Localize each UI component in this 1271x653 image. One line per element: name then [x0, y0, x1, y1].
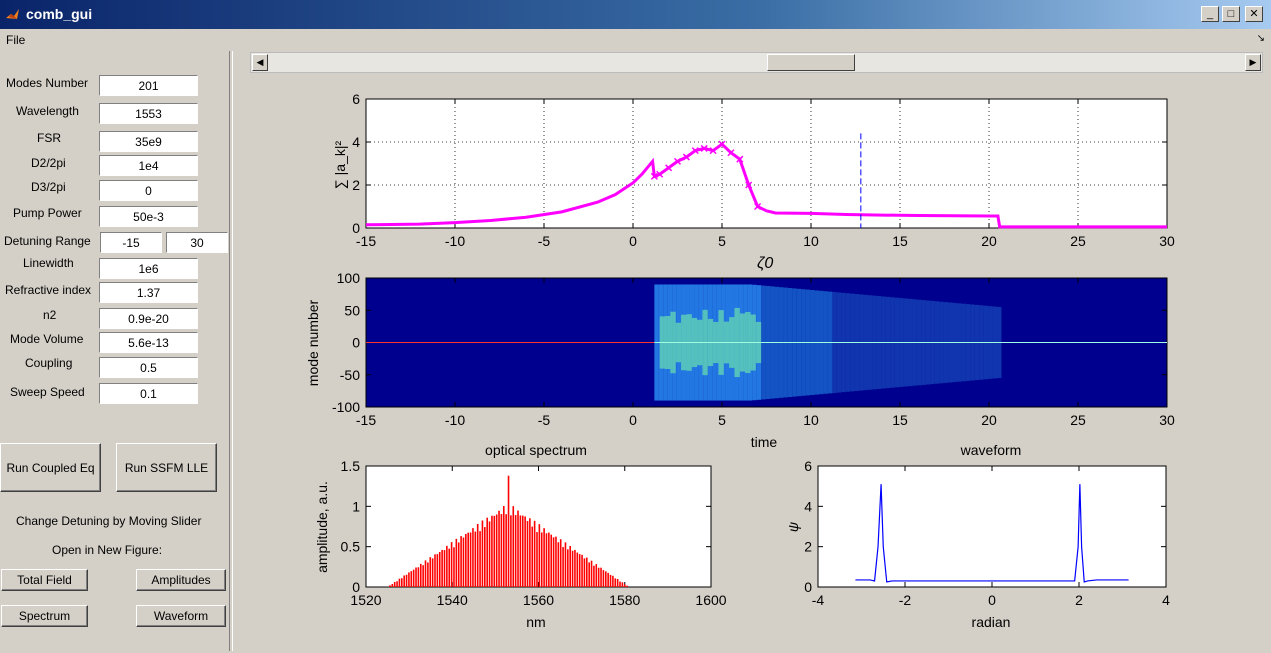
plot-frame — [366, 99, 1167, 228]
x-axis-label: nm — [526, 614, 545, 630]
x-tick-label: 10 — [803, 412, 819, 428]
y-tick-label: -100 — [332, 399, 360, 415]
x-tick-label: 20 — [981, 233, 997, 249]
x-tick-label: 4 — [1162, 592, 1170, 608]
x-tick-label: 0 — [629, 412, 637, 428]
x-tick-label: 0 — [988, 592, 996, 608]
x-tick-label: 25 — [1070, 233, 1086, 249]
x-tick-label: 5 — [718, 233, 726, 249]
x-tick-label: -10 — [445, 233, 465, 249]
y-tick-label: 6 — [352, 91, 360, 107]
y-tick-label: 0 — [352, 335, 360, 351]
x-tick-label: 20 — [981, 412, 997, 428]
x-tick-label: 30 — [1159, 233, 1175, 249]
y-tick-label: 1 — [352, 498, 360, 514]
y-tick-label: -50 — [340, 367, 360, 383]
x-tick-label: 15 — [892, 412, 908, 428]
x-tick-label: 0 — [629, 233, 637, 249]
y-tick-label: 0.5 — [341, 539, 361, 555]
y-tick-label: 2 — [352, 177, 360, 193]
chart-2 — [366, 466, 711, 587]
x-tick-label: 25 — [1070, 412, 1086, 428]
y-axis-label: ∑ |a_k|² — [332, 140, 348, 189]
y-tick-label: 0 — [352, 579, 360, 595]
chart-1 — [366, 278, 1167, 407]
x-tick-label: -2 — [899, 592, 912, 608]
y-tick-label: 50 — [344, 302, 360, 318]
x-tick-label: 1580 — [609, 592, 640, 608]
chart-3 — [818, 466, 1166, 587]
y-tick-label: 100 — [337, 270, 361, 286]
y-tick-label: 4 — [804, 498, 812, 514]
y-tick-label: 1.5 — [341, 458, 361, 474]
x-tick-label: 1560 — [523, 592, 554, 608]
y-axis-label: amplitude, a.u. — [314, 481, 330, 573]
x-axis-label: ζ0 — [757, 255, 773, 272]
x-tick-label: -5 — [538, 233, 551, 249]
y-tick-label: 0 — [804, 579, 812, 595]
x-tick-label: -5 — [538, 412, 551, 428]
y-tick-label: 6 — [804, 458, 812, 474]
y-tick-label: 2 — [804, 539, 812, 555]
y-axis-label: mode number — [305, 299, 321, 386]
x-tick-label: -4 — [812, 592, 825, 608]
x-tick-label: 1600 — [695, 592, 726, 608]
x-axis-label: radian — [972, 614, 1011, 630]
chart-0 — [366, 99, 1167, 228]
chart-title: waveform — [960, 442, 1022, 458]
x-tick-label: 30 — [1159, 412, 1175, 428]
x-tick-label: -10 — [445, 412, 465, 428]
x-tick-label: 10 — [803, 233, 819, 249]
plot-frame — [818, 466, 1166, 587]
x-tick-label: 15 — [892, 233, 908, 249]
x-axis-label: time — [751, 434, 778, 450]
y-tick-label: 4 — [352, 134, 360, 150]
x-tick-label: 5 — [718, 412, 726, 428]
chart-title: optical spectrum — [485, 442, 587, 458]
x-tick-label: 2 — [1075, 592, 1083, 608]
x-tick-label: 1540 — [437, 592, 468, 608]
y-axis-label: ψ — [785, 522, 801, 532]
y-tick-label: 0 — [352, 220, 360, 236]
